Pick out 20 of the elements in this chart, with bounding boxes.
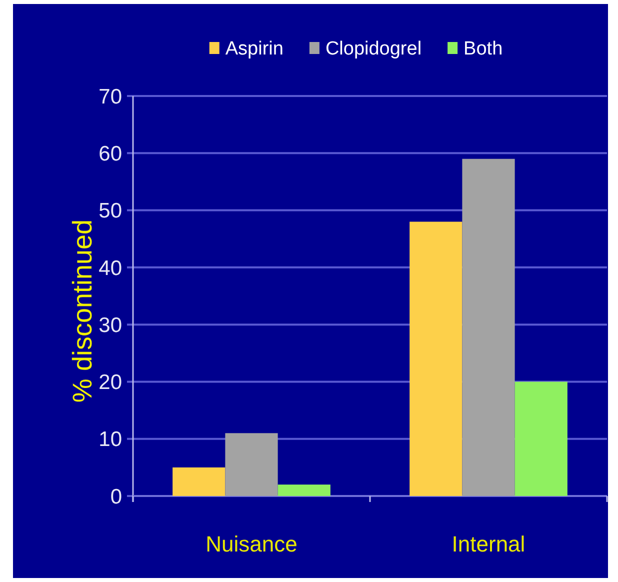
bar xyxy=(225,433,278,496)
legend-label: Both xyxy=(464,38,503,60)
y-tick-label: 70 xyxy=(98,85,122,108)
legend-label: Clopidogrel xyxy=(325,38,422,60)
x-tick-label: Nuisance xyxy=(206,532,298,557)
y-tick-label: 20 xyxy=(98,371,122,394)
bar xyxy=(462,158,515,496)
legend-label: Aspirin xyxy=(225,38,284,60)
y-tick-label: 10 xyxy=(98,428,122,452)
y-tick-label: 40 xyxy=(98,256,122,280)
y-tick-label: 60 xyxy=(98,142,122,166)
bar xyxy=(172,467,226,496)
bar xyxy=(278,484,330,496)
x-tick-label: Internal xyxy=(452,532,526,557)
y-tick-label: 0 xyxy=(110,485,122,508)
y-tick-label: 30 xyxy=(98,314,122,337)
bar xyxy=(410,222,462,496)
y-axis-title: % discontinued xyxy=(67,219,98,403)
bar xyxy=(514,382,568,496)
y-tick-label: 50 xyxy=(98,200,122,223)
